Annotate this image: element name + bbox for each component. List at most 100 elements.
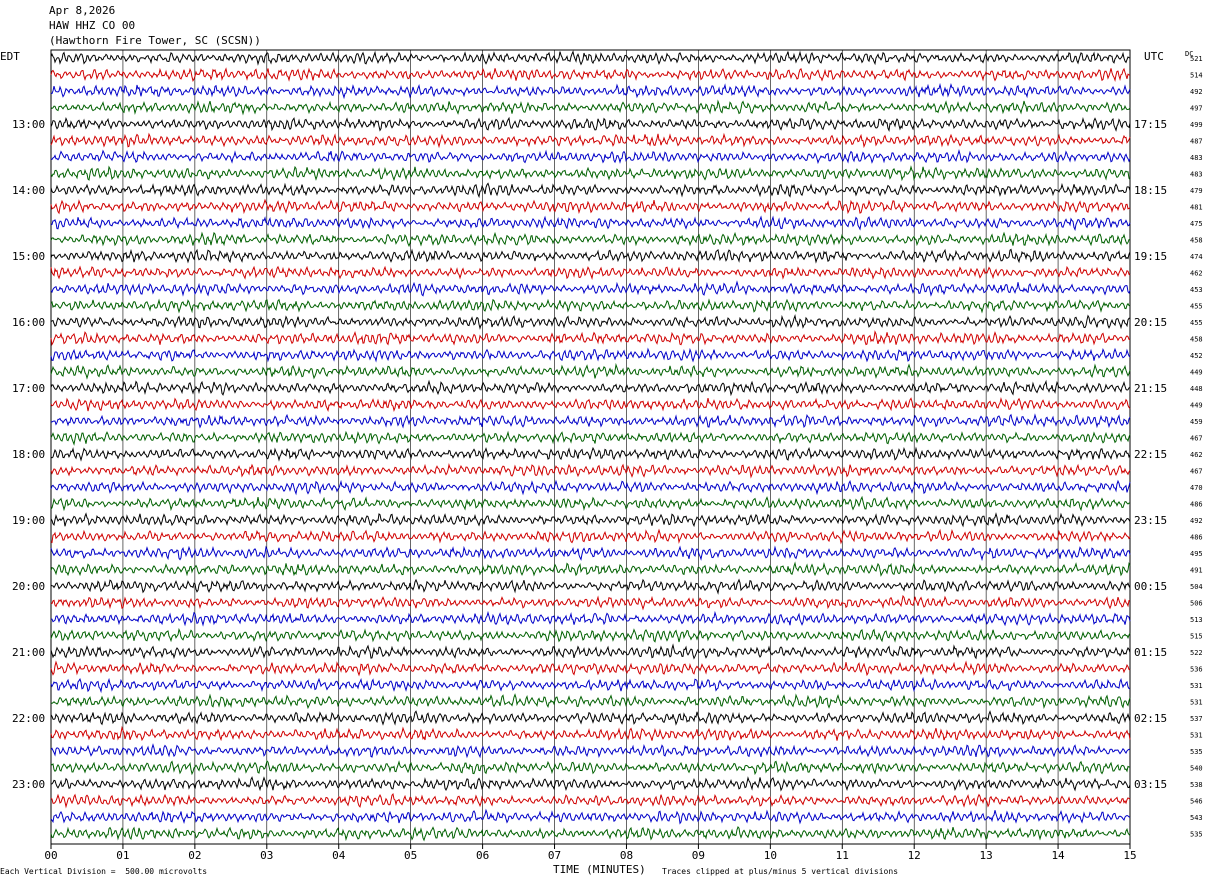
seismic-trace xyxy=(50,793,1131,809)
x-tick-label: 03 xyxy=(260,849,273,862)
seismic-trace xyxy=(50,826,1131,842)
seismic-trace xyxy=(50,743,1131,759)
seismic-trace xyxy=(50,610,1131,627)
left-timezone-label: EDT xyxy=(0,50,20,63)
x-axis-title: TIME (MINUTES) xyxy=(553,863,646,876)
dc-offset-value: 483 xyxy=(1190,171,1203,179)
dc-offset-value: 470 xyxy=(1190,484,1203,492)
dc-offset-value: 486 xyxy=(1190,501,1203,509)
dc-offset-value: 543 xyxy=(1190,814,1203,822)
right-hour-label: 18:15 xyxy=(1134,184,1167,197)
dc-offset-value: 506 xyxy=(1190,600,1203,608)
left-hour-label: 19:00 xyxy=(12,514,45,527)
dc-offset-value: 491 xyxy=(1190,567,1203,575)
dc-offset-value: 467 xyxy=(1190,435,1203,443)
dc-offset-value: 462 xyxy=(1190,270,1203,278)
seismic-trace xyxy=(50,165,1131,182)
seismic-trace xyxy=(50,660,1131,677)
dc-offset-value: 475 xyxy=(1190,220,1203,228)
seismic-trace xyxy=(50,710,1131,726)
seismic-trace xyxy=(50,116,1131,132)
dc-offset-value: 449 xyxy=(1190,402,1203,410)
left-hour-label: 14:00 xyxy=(12,184,45,197)
seismic-trace xyxy=(50,182,1131,199)
x-tick-label: 06 xyxy=(476,849,489,862)
dc-offset-value: 499 xyxy=(1190,121,1203,129)
seismic-trace xyxy=(50,347,1131,363)
seismic-trace xyxy=(50,759,1130,776)
dc-offset-value: 458 xyxy=(1190,237,1203,245)
right-hour-label: 19:15 xyxy=(1134,250,1167,263)
dc-offset-value: 462 xyxy=(1190,451,1203,459)
header-date: Apr 8,2026 xyxy=(49,4,116,17)
right-hour-label: 22:15 xyxy=(1134,448,1167,461)
seismic-trace xyxy=(50,627,1131,643)
seismic-trace xyxy=(50,67,1131,82)
right-timezone-label: UTC xyxy=(1144,50,1164,63)
x-tick-label: 15 xyxy=(1123,849,1136,862)
seismic-trace xyxy=(50,594,1131,611)
left-hour-label: 22:00 xyxy=(12,712,45,725)
dc-offset-value: 449 xyxy=(1190,369,1203,377)
left-hour-label: 21:00 xyxy=(12,646,45,659)
x-tick-label: 09 xyxy=(692,849,705,862)
seismic-trace xyxy=(50,231,1131,248)
dc-offset-value: 453 xyxy=(1190,286,1203,294)
seismic-trace xyxy=(50,528,1131,545)
right-hour-label: 03:15 xyxy=(1134,778,1167,791)
dc-offset-value: 531 xyxy=(1190,732,1203,740)
dc-offset-value: 535 xyxy=(1190,748,1203,756)
seismic-trace xyxy=(50,313,1131,330)
seismic-trace xyxy=(50,676,1131,694)
left-hour-label: 17:00 xyxy=(12,382,45,395)
seismic-trace xyxy=(50,512,1131,528)
dc-offset-value: 515 xyxy=(1190,633,1203,641)
x-tick-label: 14 xyxy=(1051,849,1065,862)
dc-offset-value: 455 xyxy=(1190,303,1203,311)
seismic-trace xyxy=(50,462,1131,479)
dc-offset-value: 479 xyxy=(1190,187,1203,195)
seismic-trace xyxy=(50,578,1131,595)
x-tick-label: 04 xyxy=(332,849,346,862)
x-tick-label: 07 xyxy=(548,849,561,862)
seismic-trace xyxy=(50,265,1131,280)
dc-offset-value: 483 xyxy=(1190,154,1203,162)
seismic-trace xyxy=(50,379,1131,397)
x-tick-label: 13 xyxy=(980,849,993,862)
x-tick-label: 05 xyxy=(404,849,417,862)
seismic-trace xyxy=(50,132,1131,149)
right-hour-label: 20:15 xyxy=(1134,316,1167,329)
x-tick-label: 01 xyxy=(116,849,129,862)
dc-offset-value: 504 xyxy=(1190,583,1203,591)
dc-offset-value: 487 xyxy=(1190,138,1203,146)
seismic-trace xyxy=(50,149,1131,165)
x-tick-label: 10 xyxy=(764,849,777,862)
dc-offset-value: 522 xyxy=(1190,649,1203,657)
dc-offset-value: 535 xyxy=(1190,831,1203,839)
seismic-trace xyxy=(50,413,1131,429)
dc-offset-value: 521 xyxy=(1190,55,1203,63)
dc-offset-value: 492 xyxy=(1190,517,1203,525)
dc-offset-value: 531 xyxy=(1190,682,1203,690)
left-hour-label: 23:00 xyxy=(12,778,45,791)
dc-offset-value: 514 xyxy=(1190,72,1203,80)
dc-offset-value: 448 xyxy=(1190,385,1203,393)
header-station: HAW HHZ CO 00 xyxy=(49,19,136,32)
right-hour-label: 21:15 xyxy=(1134,382,1167,395)
dc-offset-value: 531 xyxy=(1190,699,1203,707)
dc-offset-value: 467 xyxy=(1190,468,1203,476)
dc-offset-value: 513 xyxy=(1190,616,1203,624)
seismic-trace xyxy=(50,280,1131,297)
seismic-trace xyxy=(50,808,1131,825)
left-hour-label: 13:00 xyxy=(12,118,45,131)
seismic-trace xyxy=(50,198,1131,215)
seismic-trace xyxy=(50,561,1131,577)
right-hour-label: 17:15 xyxy=(1134,118,1167,131)
seismic-trace xyxy=(50,330,1131,346)
seismic-trace xyxy=(50,446,1131,462)
seismic-trace xyxy=(50,776,1131,792)
clip-note: Traces clipped at plus/minus 5 vertical … xyxy=(662,867,899,876)
dc-offset-value: 497 xyxy=(1190,105,1203,113)
